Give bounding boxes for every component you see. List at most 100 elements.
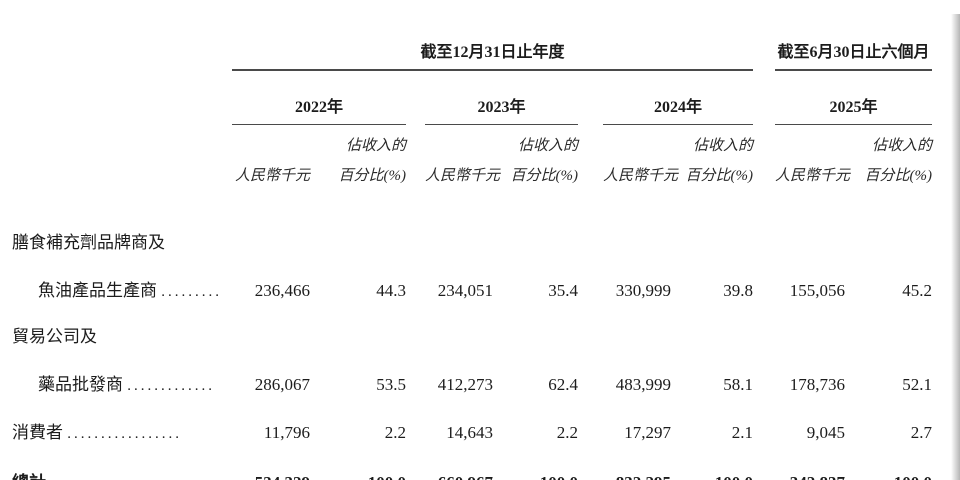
spacer-cell — [578, 259, 603, 307]
table-row: 藥品批發商 ............. 286,067 53.5 412,273… — [0, 353, 932, 401]
pct-label-2024-line1: 佔收入的 — [693, 137, 754, 154]
amount-2025: 9,045 — [806, 423, 846, 443]
spacer-cell — [406, 125, 425, 158]
amount-2024: 17,297 — [624, 423, 671, 443]
total-label: 總計 ................... — [0, 449, 232, 480]
spacer-cell — [406, 401, 425, 449]
annual-period-header: 截至12月31日止年度 — [232, 14, 754, 71]
pct-label-2022-line1: 佔收入的 — [345, 137, 406, 154]
pct-2024: 2.1 — [731, 423, 754, 443]
spacer-cell — [753, 125, 775, 158]
spacer-cell — [753, 401, 775, 449]
pct-2022: 53.5 — [376, 375, 406, 395]
table-row: 消費者 ................. 11,796 2.2 14,643 … — [0, 401, 932, 449]
spacer-cell — [753, 353, 775, 401]
revenue-by-customer-type-table: 截至12月31日止年度 截至6月30日止六個月 2022年 2023年 2024… — [0, 14, 933, 480]
spacer-cell — [753, 157, 775, 187]
spacer-cell — [406, 353, 425, 401]
total-pct-2025: 100.0 — [845, 449, 932, 480]
empty-cell — [775, 125, 845, 158]
page-edge-shadow — [951, 14, 960, 480]
pct-2023: 2.2 — [556, 423, 578, 443]
subheader-row-2: 人民幣千元 百分比(%) 人民幣千元 百分比(%) 人民幣千元 百分比(%) 人… — [0, 157, 932, 187]
empty-cell — [232, 125, 310, 158]
row-label-text: 藥品批發商 — [38, 374, 123, 394]
pct-2025: 52.1 — [902, 375, 933, 395]
pct-2025: 45.2 — [902, 281, 933, 301]
unit-label-2025: 人民幣千元 — [775, 167, 851, 184]
total-pct-2024: 100.0 — [671, 449, 753, 480]
spacer-row — [0, 187, 932, 217]
amount-2025: 155,056 — [789, 281, 846, 301]
spacer-cell — [753, 70, 775, 125]
amount-2023: 234,051 — [437, 281, 493, 301]
dot-leader: ................. — [67, 425, 182, 442]
dot-leader: ............. — [127, 377, 215, 394]
empty-cell — [0, 157, 232, 187]
pct-2024: 39.8 — [723, 281, 754, 301]
table-row: 魚油產品生產商 ......... 236,466 44.3 234,051 3… — [0, 259, 932, 307]
year-header-2022: 2022年 — [232, 70, 406, 125]
spacer-cell — [578, 157, 603, 187]
table-row: 膳食補充劑品牌商及 — [0, 217, 932, 259]
spacer-cell — [578, 70, 603, 125]
year-header-2024: 2024年 — [603, 70, 754, 125]
total-amount-2022: 534,329 — [232, 449, 310, 480]
unit-label-2022: 人民幣千元 — [234, 167, 310, 184]
pct-2024: 58.1 — [723, 375, 754, 395]
empty-cell — [425, 125, 493, 158]
row-label-consumers: 消費者 ................. — [0, 401, 232, 449]
pct-label-2022-line2: 百分比(%) — [338, 167, 407, 184]
year-header-row: 2022年 2023年 2024年 2025年 — [0, 70, 933, 125]
unit-label-2024: 人民幣千元 — [603, 167, 679, 184]
empty-cell — [0, 14, 232, 70]
amount-2023: 14,643 — [446, 423, 493, 443]
spacer-cell — [578, 449, 603, 480]
amount-2025: 178,736 — [789, 375, 846, 395]
spacer-cell — [753, 14, 775, 70]
row-label-trading-companies-line2: 藥品批發商 ............. — [0, 353, 232, 401]
spacer-cell — [406, 157, 425, 187]
amount-2024: 483,999 — [615, 375, 671, 395]
spacer-cell — [578, 125, 603, 158]
total-label-text: 總計 — [12, 473, 46, 480]
pct-2022: 44.3 — [376, 281, 406, 301]
prospectus-page: 截至12月31日止年度 截至6月30日止六個月 2022年 2023年 2024… — [0, 14, 960, 480]
year-header-2023: 2023年 — [425, 70, 578, 125]
period-group-header-row: 截至12月31日止年度 截至6月30日止六個月 — [0, 14, 933, 71]
unit-label-2023: 人民幣千元 — [425, 167, 501, 184]
subheader-row-1: 佔收入的 佔收入的 佔收入的 佔收入的 — [0, 125, 932, 158]
total-pct-2023: 100.0 — [493, 449, 578, 480]
pct-label-2025-line1: 佔收入的 — [872, 137, 933, 154]
row-label-text: 魚油產品生產商 — [38, 280, 157, 300]
total-amount-2024: 832,295 — [603, 449, 671, 480]
pct-2025: 2.7 — [910, 423, 933, 443]
pct-label-2024-line2: 百分比(%) — [685, 167, 754, 184]
spacer-cell — [753, 259, 775, 307]
spacer-cell — [406, 70, 425, 125]
spacer-cell — [406, 449, 425, 480]
spacer-cell — [406, 259, 425, 307]
spacer-cell — [578, 353, 603, 401]
amount-2024: 330,999 — [615, 281, 671, 301]
pct-2022: 2.2 — [384, 423, 406, 443]
amount-2022: 286,067 — [254, 375, 310, 395]
empty-cell — [0, 70, 232, 125]
total-amount-2023: 660,967 — [425, 449, 493, 480]
row-label-supplement-brands-line1: 膳食補充劑品牌商及 — [12, 233, 165, 253]
pct-label-2025-line2: 百分比(%) — [864, 167, 933, 184]
row-label-supplement-brands-line2: 魚油產品生產商 ......... — [0, 259, 232, 307]
empty-cell — [0, 125, 232, 158]
year-header-2025: 2025年 — [775, 70, 933, 125]
spacer-cell — [0, 187, 932, 217]
row-label-text: 消費者 — [12, 422, 63, 442]
pct-label-2023-line2: 百分比(%) — [510, 167, 579, 184]
spacer-cell — [753, 449, 775, 480]
total-amount-2025: 342,837 — [775, 449, 845, 480]
amount-2022: 11,796 — [263, 423, 310, 443]
pct-2023: 62.4 — [548, 375, 578, 395]
pct-label-2023-line1: 佔收入的 — [517, 137, 578, 154]
total-row: 總計 ................... 534,329 100.0 660… — [0, 449, 932, 480]
spacer-cell — [578, 401, 603, 449]
dot-leader: ......... — [161, 283, 222, 300]
